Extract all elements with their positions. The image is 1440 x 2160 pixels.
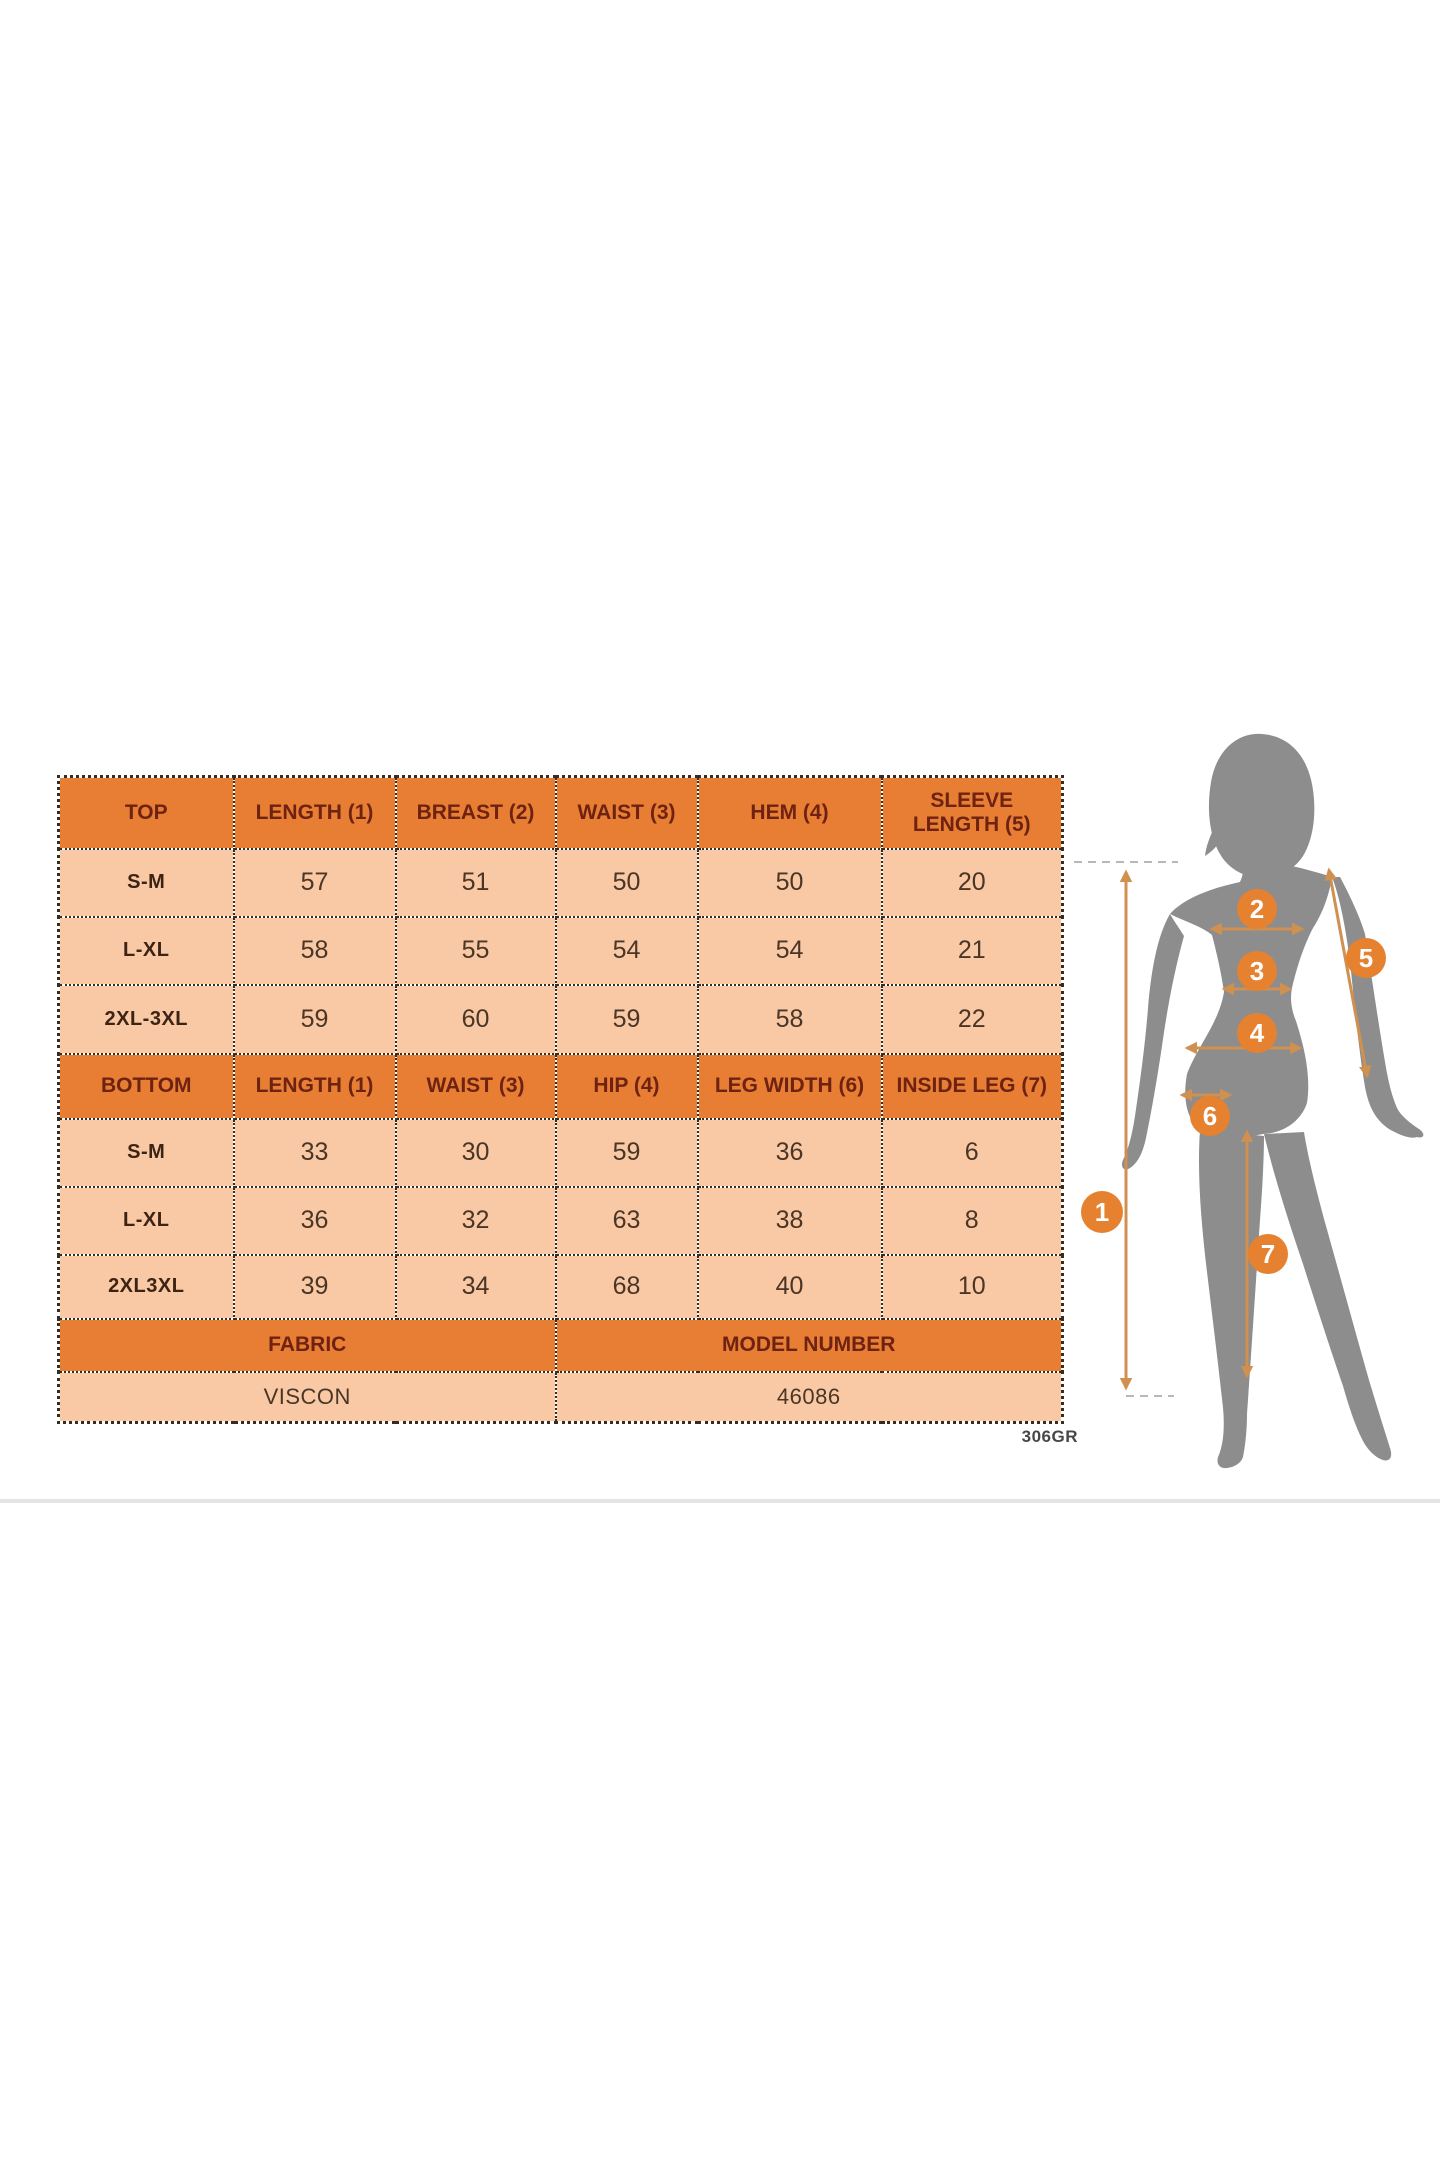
bottom-header-cell: BOTTOM — [57, 1052, 235, 1120]
fabric-header-cell: FABRIC — [57, 1317, 557, 1373]
badge-2-label: 2 — [1250, 894, 1264, 924]
value-cell: 33 — [232, 1117, 397, 1188]
footer-value-row: VISCON 46086 — [57, 1370, 1064, 1424]
measurement-arrows — [1119, 867, 1372, 1391]
value-cell: 32 — [394, 1185, 557, 1256]
size-label-cell: L-XL — [57, 915, 235, 986]
badge-7-label: 7 — [1261, 1239, 1275, 1269]
top-size-row: L-XL 58 55 54 54 21 — [57, 915, 1064, 986]
top-header-cell: TOP — [57, 775, 235, 850]
value-cell: 51 — [394, 847, 557, 918]
guide-dashes — [1074, 861, 1178, 1397]
bottom-header-cell: INSIDE LEG (7) — [880, 1052, 1064, 1120]
value-cell: 50 — [554, 847, 699, 918]
bottom-size-row: L-XL 36 32 63 38 8 — [57, 1185, 1064, 1256]
top-header-cell: HEM (4) — [696, 775, 883, 850]
size-chart-table: TOP LENGTH (1) BREAST (2) WAIST (3) HEM … — [57, 775, 1064, 1424]
style-code-label: 306GR — [1021, 1427, 1078, 1446]
value-cell: 59 — [554, 983, 699, 1055]
value-cell: 20 — [880, 847, 1064, 918]
silhouette-right-leg — [1264, 1132, 1392, 1461]
sleeve-length-arrow — [1324, 867, 1372, 1079]
woman-silhouette — [1121, 733, 1424, 1469]
badge-3-label: 3 — [1250, 956, 1264, 986]
top-size-row: S-M 57 51 50 50 20 — [57, 847, 1064, 918]
body-measurement-figure: 1 2 3 4 5 6 7 — [1074, 733, 1424, 1469]
value-cell: 6 — [880, 1117, 1064, 1188]
value-cell: 8 — [880, 1185, 1064, 1256]
silhouette-right-arm — [1332, 877, 1424, 1138]
value-cell: 54 — [554, 915, 699, 986]
value-cell: 55 — [394, 915, 557, 986]
value-cell: 40 — [696, 1253, 883, 1320]
badge-5-label: 5 — [1359, 943, 1373, 973]
bottom-header-cell: LENGTH (1) — [232, 1052, 397, 1120]
model-number-value-cell: 46086 — [554, 1370, 1064, 1424]
silhouette-left-arm — [1121, 914, 1184, 1170]
size-label-cell: 2XL-3XL — [57, 983, 235, 1055]
badge-1-label: 1 — [1095, 1197, 1109, 1227]
silhouette-left-leg — [1198, 1130, 1264, 1469]
top-header-cell: BREAST (2) — [394, 775, 557, 850]
top-header-cell: SLEEVE LENGTH (5) — [880, 775, 1064, 850]
value-cell: 36 — [696, 1117, 883, 1188]
size-label-cell: L-XL — [57, 1185, 235, 1256]
fabric-value-cell: VISCON — [57, 1370, 557, 1424]
badge-5-circle — [1346, 938, 1386, 978]
bottom-size-row: S-M 33 30 59 36 6 — [57, 1117, 1064, 1188]
silhouette-hair-flick — [1205, 824, 1223, 856]
badge-4-circle — [1237, 1013, 1277, 1053]
bottom-size-row: 2XL3XL 39 34 68 40 10 — [57, 1253, 1064, 1320]
value-cell: 59 — [554, 1117, 699, 1188]
bottom-header-cell: LEG WIDTH (6) — [696, 1052, 883, 1120]
value-cell: 60 — [394, 983, 557, 1055]
value-cell: 58 — [696, 983, 883, 1055]
top-size-row: 2XL-3XL 59 60 59 58 22 — [57, 983, 1064, 1055]
value-cell: 21 — [880, 915, 1064, 986]
bottom-header-row: BOTTOM LENGTH (1) WAIST (3) HIP (4) LEG … — [57, 1052, 1064, 1120]
value-cell: 39 — [232, 1253, 397, 1320]
badge-4-label: 4 — [1250, 1018, 1265, 1048]
size-label-cell: 2XL3XL — [57, 1253, 235, 1320]
value-cell: 63 — [554, 1185, 699, 1256]
bottom-divider-line — [0, 1499, 1440, 1503]
badge-2-circle — [1237, 889, 1277, 929]
value-cell: 38 — [696, 1185, 883, 1256]
value-cell: 36 — [232, 1185, 397, 1256]
bottom-header-cell: WAIST (3) — [394, 1052, 557, 1120]
badge-6-circle — [1190, 1096, 1230, 1136]
silhouette-head — [1208, 733, 1315, 878]
badge-1-circle — [1081, 1191, 1123, 1233]
value-cell: 22 — [880, 983, 1064, 1055]
value-cell: 59 — [232, 983, 397, 1055]
model-number-header-cell: MODEL NUMBER — [554, 1317, 1064, 1373]
badge-6-label: 6 — [1203, 1101, 1217, 1131]
top-header-row: TOP LENGTH (1) BREAST (2) WAIST (3) HEM … — [57, 775, 1064, 850]
footer-header-row: FABRIC MODEL NUMBER — [57, 1317, 1064, 1373]
top-header-cell: WAIST (3) — [554, 775, 699, 850]
value-cell: 68 — [554, 1253, 699, 1320]
bottom-header-cell: HIP (4) — [554, 1052, 699, 1120]
value-cell: 50 — [696, 847, 883, 918]
value-cell: 10 — [880, 1253, 1064, 1320]
value-cell: 58 — [232, 915, 397, 986]
measurement-badges: 1 2 3 4 5 6 7 — [1081, 889, 1386, 1274]
top-header-cell: LENGTH (1) — [232, 775, 397, 850]
badge-3-circle — [1237, 951, 1277, 991]
size-label-cell: S-M — [57, 1117, 235, 1188]
badge-7-circle — [1248, 1234, 1288, 1274]
value-cell: 30 — [394, 1117, 557, 1188]
value-cell: 54 — [696, 915, 883, 986]
value-cell: 34 — [394, 1253, 557, 1320]
value-cell: 57 — [232, 847, 397, 918]
size-label-cell: S-M — [57, 847, 235, 918]
